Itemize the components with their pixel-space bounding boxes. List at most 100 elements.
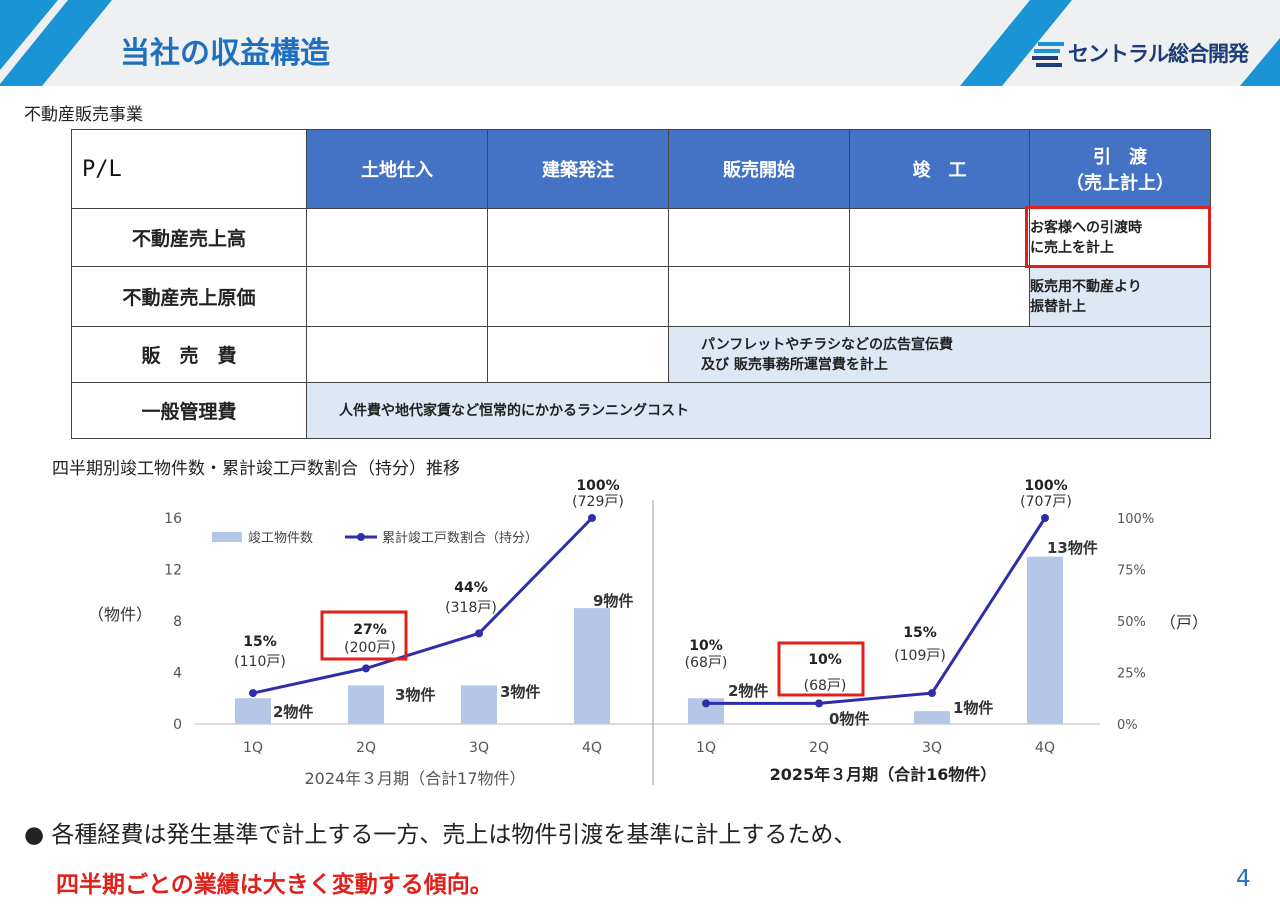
line-value-label: 27% xyxy=(353,622,387,638)
x-tick-label: 4Q xyxy=(1035,740,1055,756)
y-right-tick: 0% xyxy=(1117,718,1138,733)
page-title: 当社の収益構造 xyxy=(120,36,330,71)
y-left-axis-label: （物件） xyxy=(88,605,152,624)
bar-1 xyxy=(235,698,271,724)
bar-3 xyxy=(461,685,497,724)
col-completion: 竣 工 xyxy=(849,129,1030,209)
col-delivery-sub: （売上計上） xyxy=(1066,173,1174,194)
line-2024 xyxy=(252,516,594,695)
legend-line-label: 累計竣工戸数割合（持分） xyxy=(382,530,538,546)
revenue-highlight-box xyxy=(1025,206,1211,268)
cost-note-line1: 販売用不動産より xyxy=(1030,278,1142,295)
line-value-label: 15% xyxy=(903,625,937,641)
bar-value-label: 2物件 xyxy=(273,703,313,721)
pl-table: P/L 土地仕入 建築発注 販売開始 竣 工 引 渡 （売上計上） 不動産売上高… xyxy=(71,129,1211,439)
line-value-label: 44% xyxy=(454,580,488,596)
line-unit-label: (729戸) xyxy=(572,494,624,510)
cost-note: 販売用不動産より 振替計上 xyxy=(1029,266,1211,327)
group-label-2025: 2025年３月期（合計16物件） xyxy=(770,765,997,784)
page-number: 4 xyxy=(1236,866,1251,892)
legend-bar-swatch xyxy=(212,532,242,542)
bullet-emphasis: 四半期ごとの業績は大きく変動する傾向。 xyxy=(56,872,493,898)
line-point-5 xyxy=(702,699,710,708)
company-logo-text: セントラル総合開発 xyxy=(1068,42,1249,66)
col-delivery-label: 引 渡 xyxy=(1093,147,1147,168)
highlight-box-2024-2q xyxy=(320,610,408,661)
header-bar: 当社の収益構造 セントラル総合開発 xyxy=(0,0,1280,86)
line-value-label: 15% xyxy=(243,634,277,650)
line-value-label: 100% xyxy=(576,478,619,494)
col-delivery: 引 渡 （売上計上） xyxy=(1029,129,1211,209)
x-tick-label: 2Q xyxy=(356,740,376,756)
line-point-7 xyxy=(928,689,936,698)
line-unit-label: (68戸) xyxy=(685,655,728,671)
selling-note-line2: 及び 販売事務所運営費を計上 xyxy=(701,356,888,373)
line-point-8 xyxy=(1041,514,1049,522)
line-point-1 xyxy=(249,689,257,698)
quarterly-chart: 0 4 8 12 16 0% 25% 50% 75% 100% （物件） （戸） 2物件 3物件 3物件 9物… xyxy=(88,478,1208,788)
line-unit-label: (200戸) xyxy=(344,640,396,656)
bar-4 xyxy=(574,608,610,724)
bar-value-label: 1物件 xyxy=(953,699,993,717)
bar-8 xyxy=(1027,556,1063,724)
company-logo-icon xyxy=(1032,42,1064,67)
line-point-3 xyxy=(475,629,483,638)
x-tick-label: 4Q xyxy=(582,740,602,756)
bar-7 xyxy=(914,711,950,724)
y-left-tick: 8 xyxy=(173,614,182,630)
line-point-2 xyxy=(362,664,370,673)
col-land: 土地仕入 xyxy=(306,129,488,209)
line-value-label: 10% xyxy=(689,638,723,654)
y-left-tick: 0 xyxy=(173,717,182,733)
y-right-tick: 75% xyxy=(1117,564,1146,579)
y-right-tick: 25% xyxy=(1117,667,1146,682)
group-label-2024: 2024年３月期（合計17物件） xyxy=(304,769,525,788)
bar-value-label: 2物件 xyxy=(728,682,768,700)
row-label-selling: 販 売 費 xyxy=(71,326,307,383)
x-tick-label: 2Q xyxy=(809,740,829,756)
row-label-cost: 不動産売上原価 xyxy=(71,266,307,327)
x-tick-label: 3Q xyxy=(922,740,942,756)
y-left-tick: 16 xyxy=(164,511,182,527)
legend-line-marker xyxy=(357,533,365,541)
bar-value-label: 0物件 xyxy=(829,710,869,728)
x-tick-label: 1Q xyxy=(696,740,716,756)
selling-note-line1: パンフレットやチラシなどの広告宣伝費 xyxy=(701,336,953,353)
line-point-6 xyxy=(815,699,823,708)
pl-corner: P/L xyxy=(71,129,307,209)
admin-note: 人件費や地代家賃など恒常的にかかるランニングコスト xyxy=(306,382,1211,439)
bar-value-label: 13物件 xyxy=(1047,539,1098,557)
line-point-4 xyxy=(588,514,596,522)
col-construction: 建築発注 xyxy=(487,129,669,209)
y-left-tick: 4 xyxy=(173,666,182,682)
section-label: 不動産販売事業 xyxy=(24,105,143,125)
line-value-label: 100% xyxy=(1024,478,1067,494)
line-unit-label: (68戸) xyxy=(804,678,847,694)
highlight-box-2025-2q xyxy=(777,641,865,697)
revenue-note-line1: お客様への引渡時 xyxy=(1030,219,1142,236)
bar-2 xyxy=(348,685,384,724)
y-right-axis-label: （戸） xyxy=(1160,613,1208,632)
y-left-tick: 12 xyxy=(164,563,182,579)
y-right-tick: 100% xyxy=(1117,512,1154,527)
line-unit-label: (707戸) xyxy=(1020,494,1072,510)
chart-title: 四半期別竣工物件数・累計竣工戸数割合（持分）推移 xyxy=(52,459,460,479)
bar-value-label: 3物件 xyxy=(395,686,435,704)
x-tick-label: 1Q xyxy=(243,740,263,756)
line-unit-label: (109戸) xyxy=(894,648,946,664)
bar-value-label: 3物件 xyxy=(500,683,540,701)
col-sales-start: 販売開始 xyxy=(668,129,850,209)
selling-note: パンフレットやチラシなどの広告宣伝費 及び 販売事務所運営費を計上 xyxy=(668,326,1211,383)
line-value-label: 10% xyxy=(808,652,842,668)
header-stripes xyxy=(0,0,1280,86)
y-right-tick: 50% xyxy=(1117,615,1146,630)
row-label-admin: 一般管理費 xyxy=(71,382,307,439)
x-tick-label: 3Q xyxy=(469,740,489,756)
bar-value-label: 9物件 xyxy=(593,592,633,610)
cost-note-line2: 振替計上 xyxy=(1030,298,1086,315)
legend-bar-label: 竣工物件数 xyxy=(248,531,313,546)
bullet-text: ● 各種経費は発生基準で計上する一方、売上は物件引渡を基準に計上するため、 xyxy=(24,822,857,848)
line-unit-label: (318戸) xyxy=(445,600,497,616)
line-unit-label: (110戸) xyxy=(234,654,286,670)
row-label-revenue: 不動産売上高 xyxy=(71,208,307,267)
